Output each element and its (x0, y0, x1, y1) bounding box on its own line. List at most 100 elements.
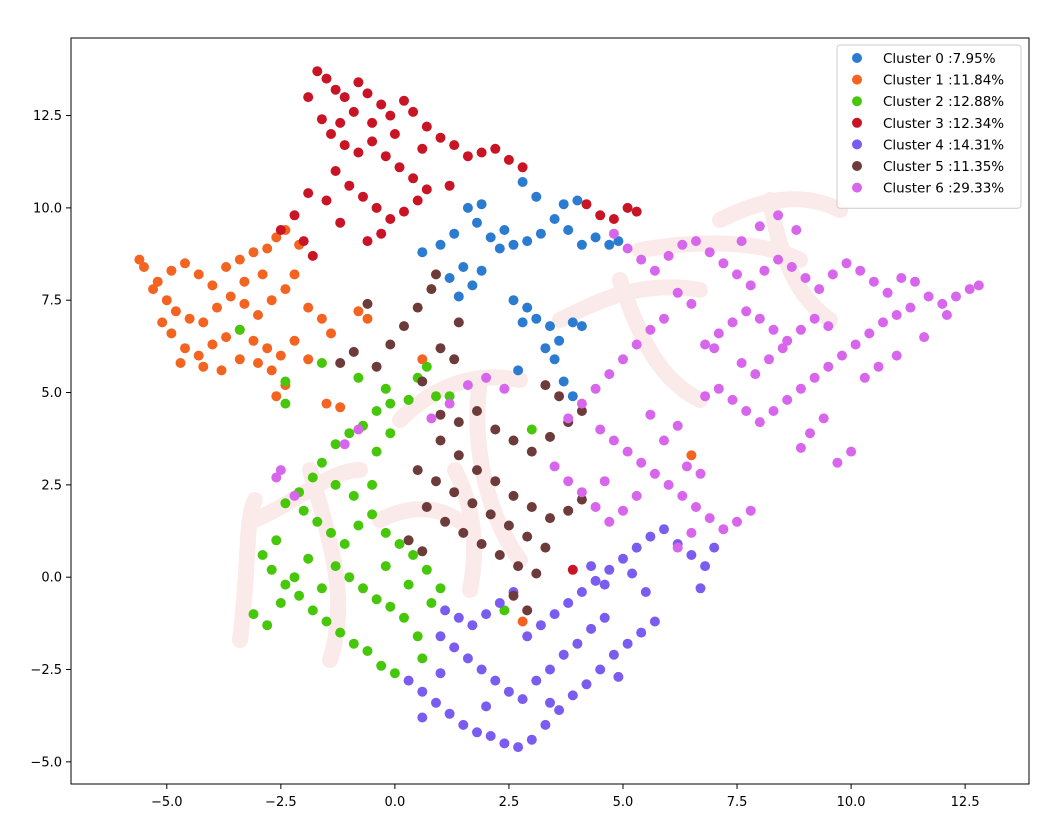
point-cluster-5-34 (522, 605, 533, 616)
point-cluster-0-16 (572, 195, 583, 206)
point-cluster-6-35 (809, 372, 820, 383)
series-cluster-4 (403, 524, 720, 753)
point-cluster-6-30 (878, 317, 888, 328)
point-cluster-6-116 (791, 225, 802, 235)
point-cluster-0-23 (522, 302, 533, 313)
point-cluster-3-2 (330, 84, 341, 95)
series-cluster-5 (335, 269, 587, 616)
point-cluster-4-41 (563, 598, 574, 608)
point-cluster-0-20 (476, 265, 487, 276)
point-cluster-6-43 (700, 391, 711, 402)
point-cluster-6-78 (663, 479, 674, 490)
point-cluster-6-101 (444, 398, 455, 409)
point-cluster-6-45 (805, 428, 815, 439)
point-cluster-1-34 (248, 335, 259, 346)
plot-frame (70, 37, 1030, 785)
point-cluster-2-13 (280, 498, 291, 509)
point-cluster-6-21 (896, 273, 907, 283)
point-cluster-6-89 (576, 487, 587, 498)
point-cluster-2-6 (371, 406, 382, 416)
point-cluster-4-38 (522, 631, 533, 642)
point-cluster-3-20 (339, 140, 350, 151)
point-cluster-4-1 (417, 686, 428, 697)
point-cluster-0-7 (549, 214, 560, 224)
point-cluster-3-38 (307, 250, 318, 261)
legend-marker-cluster-1 (852, 74, 862, 85)
point-cluster-3-55 (567, 564, 578, 575)
point-cluster-0-15 (558, 199, 569, 210)
point-cluster-4-35 (481, 609, 492, 620)
point-cluster-6-22 (910, 276, 920, 287)
point-cluster-3-36 (275, 225, 286, 235)
point-cluster-6-87 (604, 516, 615, 527)
point-cluster-6-88 (590, 502, 601, 512)
point-cluster-2-44 (385, 601, 396, 612)
x-tick-label: 5.0 (613, 795, 634, 810)
watermark (232, 191, 848, 668)
point-cluster-4-12 (567, 690, 578, 701)
point-cluster-6-90 (563, 476, 574, 487)
point-cluster-1-54 (157, 317, 168, 328)
point-cluster-4-31 (599, 612, 610, 623)
point-cluster-0-22 (508, 295, 519, 306)
point-cluster-2-37 (248, 609, 259, 620)
point-cluster-2-48 (316, 583, 327, 594)
point-cluster-6-75 (622, 446, 633, 457)
legend-label-cluster-3: Cluster 3 :12.34% (883, 116, 1004, 132)
point-cluster-1-0 (134, 254, 145, 265)
point-cluster-6-48 (795, 442, 806, 453)
point-cluster-5-31 (513, 561, 524, 572)
point-cluster-2-14 (298, 505, 309, 516)
point-cluster-4-9 (526, 734, 537, 745)
point-cluster-3-37 (298, 236, 309, 247)
x-tick-label: 7.5 (727, 795, 748, 810)
point-cluster-5-47 (335, 358, 346, 368)
data-points (134, 66, 984, 753)
point-cluster-5-15 (545, 513, 555, 524)
point-cluster-4-16 (622, 638, 633, 649)
point-cluster-3-22 (367, 136, 378, 147)
point-cluster-6-91 (549, 461, 560, 472)
point-cluster-1-51 (257, 269, 268, 280)
point-cluster-1-47 (321, 398, 332, 409)
point-cluster-2-15 (312, 516, 323, 527)
point-cluster-1-39 (175, 358, 186, 368)
point-cluster-6-62 (777, 343, 788, 354)
point-cluster-4-58 (417, 712, 428, 723)
point-cluster-0-11 (449, 228, 460, 239)
point-cluster-1-32 (221, 332, 232, 343)
point-cluster-1-46 (271, 391, 282, 402)
point-cluster-6-25 (951, 291, 961, 302)
point-cluster-6-81 (704, 513, 715, 524)
point-cluster-2-54 (367, 479, 378, 490)
point-cluster-2-23 (421, 564, 432, 575)
point-cluster-3-6 (376, 99, 387, 110)
legend-label-cluster-1: Cluster 1 :11.84% (883, 73, 1004, 89)
point-cluster-4-20 (449, 642, 460, 653)
point-cluster-5-50 (431, 269, 441, 280)
point-cluster-5-35 (403, 535, 414, 546)
point-cluster-5-38 (385, 339, 396, 350)
point-cluster-1-17 (198, 317, 209, 328)
point-cluster-6-103 (353, 424, 364, 435)
point-cluster-6-98 (462, 380, 473, 391)
point-cluster-1-5 (193, 269, 204, 280)
y-tick-label: 2.5 (41, 478, 62, 493)
point-cluster-1-49 (353, 306, 364, 317)
point-cluster-4-54 (586, 561, 597, 572)
point-cluster-1-44 (266, 365, 277, 376)
x-tick-label: 0.0 (385, 795, 406, 810)
point-cluster-2-51 (380, 561, 391, 572)
point-cluster-6-14 (800, 273, 811, 283)
point-cluster-1-8 (234, 254, 245, 265)
point-cluster-2-49 (303, 553, 314, 564)
y-tick-label: 5.0 (41, 386, 62, 401)
point-cluster-2-38 (262, 620, 273, 631)
point-cluster-6-69 (604, 369, 615, 380)
legend: Cluster 0 :7.95% Cluster 1 :11.84% Cluster… (836, 44, 1022, 209)
point-cluster-3-23 (380, 151, 391, 162)
point-cluster-5-42 (435, 343, 446, 354)
point-cluster-5-32 (531, 568, 542, 579)
point-cluster-1-35 (262, 343, 273, 354)
point-cluster-4-2 (431, 697, 441, 708)
